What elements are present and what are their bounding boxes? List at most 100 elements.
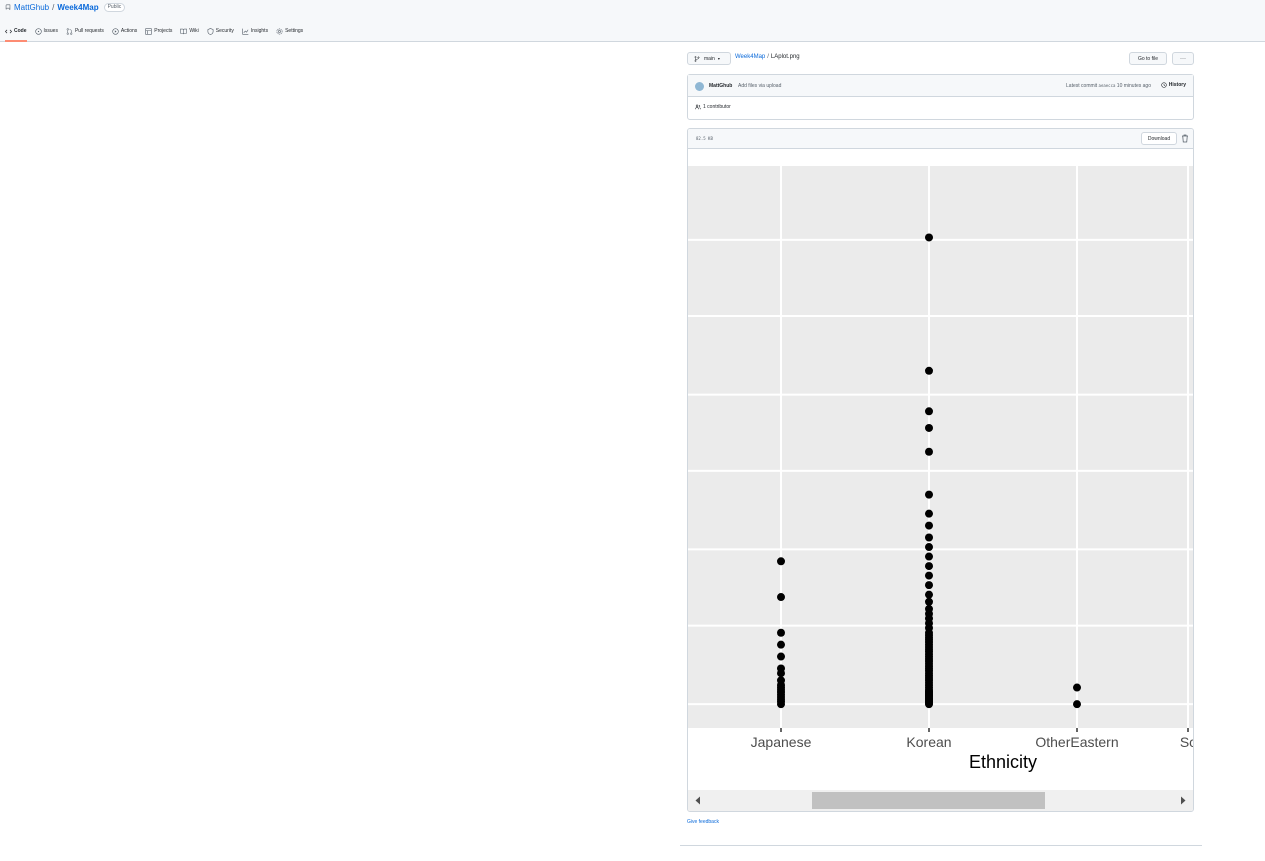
data-point bbox=[777, 652, 785, 661]
kebab-icon: ··· bbox=[1180, 55, 1186, 62]
visibility-badge: Public bbox=[103, 2, 126, 12]
data-point bbox=[925, 490, 933, 499]
data-point bbox=[777, 664, 785, 673]
repo-title: MattGhub / Week4Map Public bbox=[5, 1, 126, 13]
chevron-down-icon: ▾ bbox=[717, 56, 720, 61]
repo-icon bbox=[5, 4, 11, 10]
x-axis-title: Ethnicity bbox=[969, 752, 1037, 772]
tab-label: Settings bbox=[285, 28, 304, 34]
data-point bbox=[1073, 700, 1081, 709]
gear-icon bbox=[276, 28, 283, 35]
tab-label: Security bbox=[215, 28, 234, 34]
history-label: History bbox=[1168, 82, 1186, 88]
data-point bbox=[777, 593, 785, 602]
tab-label: Actions bbox=[120, 28, 138, 34]
tab-wiki[interactable]: Wiki bbox=[180, 26, 199, 42]
repo-owner-link[interactable]: MattGhub bbox=[14, 2, 50, 12]
commit-author-link[interactable]: MattGhub bbox=[709, 83, 733, 89]
branch-name: main bbox=[704, 55, 715, 62]
tab-insights[interactable]: Insights bbox=[242, 26, 268, 42]
tab-label: Issues bbox=[43, 28, 58, 34]
data-point bbox=[925, 509, 933, 518]
repo-tabs: Code Issues Pull requests Actions Projec… bbox=[5, 26, 311, 42]
give-feedback-link[interactable]: Give feedback bbox=[687, 819, 719, 825]
shield-icon bbox=[207, 28, 214, 35]
commit-sha-link[interactable]: aeaecca bbox=[1098, 83, 1116, 88]
data-point bbox=[925, 423, 933, 432]
scrollbar-thumb[interactable] bbox=[812, 792, 1045, 809]
tab-code[interactable]: Code bbox=[5, 26, 27, 42]
data-point bbox=[777, 628, 785, 637]
go-to-file-button[interactable]: Go to file bbox=[1129, 52, 1167, 65]
x-tick-label: Korean bbox=[906, 734, 951, 750]
data-point bbox=[925, 604, 933, 613]
data-point bbox=[925, 533, 933, 542]
data-point bbox=[777, 640, 785, 649]
data-point bbox=[1073, 683, 1081, 692]
file-header: 82.5 KB Download bbox=[688, 129, 1193, 149]
latest-commit-label: Latest commit bbox=[1066, 83, 1098, 89]
download-button[interactable]: Download bbox=[1141, 132, 1177, 145]
tab-security[interactable]: Security bbox=[207, 26, 234, 42]
contributors-link[interactable]: 1 contributor bbox=[695, 104, 731, 110]
footer-divider bbox=[680, 845, 1202, 846]
tab-issues[interactable]: Issues bbox=[34, 26, 58, 42]
horizontal-scrollbar[interactable] bbox=[688, 790, 1193, 811]
book-icon bbox=[180, 28, 188, 35]
repo-name-link[interactable]: Week4Map bbox=[57, 2, 99, 12]
play-icon bbox=[112, 28, 119, 35]
branch-icon bbox=[694, 55, 700, 62]
data-point bbox=[925, 571, 933, 580]
data-point bbox=[925, 597, 933, 606]
data-point bbox=[925, 366, 933, 375]
avatar[interactable] bbox=[695, 82, 704, 91]
tab-label: Wiki bbox=[189, 28, 199, 34]
history-link[interactable]: History bbox=[1161, 82, 1186, 88]
plot-panel bbox=[688, 166, 1193, 728]
scroll-left-arrow-icon[interactable] bbox=[693, 795, 703, 806]
file-size: 82.5 KB bbox=[696, 136, 713, 141]
x-tick-label: Sc bbox=[1180, 734, 1193, 750]
x-tick-label: OtherEastern bbox=[1035, 734, 1118, 750]
commit-meta: Latest commit aeaecca 10 minutes ago bbox=[1066, 83, 1151, 89]
data-point bbox=[925, 581, 933, 590]
commit-row: MattGhub Add files via upload Latest com… bbox=[688, 75, 1193, 97]
repo-header: MattGhub / Week4Map Public Code Issues P… bbox=[0, 0, 1265, 42]
scroll-right-arrow-icon[interactable] bbox=[1178, 795, 1188, 806]
latest-commit-box: MattGhub Add files via upload Latest com… bbox=[687, 74, 1194, 120]
tab-settings[interactable]: Settings bbox=[276, 26, 303, 42]
breadcrumb: Week4Map / LAplot.png bbox=[735, 54, 800, 60]
x-tick-label: Japanese bbox=[751, 734, 812, 750]
contributors-label: 1 contributor bbox=[703, 104, 731, 110]
breadcrumb-file-name: LAplot.png bbox=[770, 54, 800, 60]
data-point bbox=[777, 557, 785, 566]
commit-message-link[interactable]: Add files via upload bbox=[738, 83, 782, 89]
tab-label: Pull requests bbox=[74, 28, 104, 34]
data-point bbox=[925, 447, 933, 456]
data-point bbox=[925, 233, 933, 242]
trash-icon[interactable] bbox=[1181, 134, 1189, 143]
tab-projects[interactable]: Projects bbox=[145, 26, 172, 42]
issue-icon bbox=[34, 28, 42, 35]
code-icon bbox=[5, 28, 12, 35]
tab-actions[interactable]: Actions bbox=[112, 26, 137, 42]
commit-time: 10 minutes ago bbox=[1116, 83, 1151, 89]
more-options-button[interactable]: ··· bbox=[1172, 52, 1194, 65]
people-icon bbox=[695, 104, 701, 110]
tab-label: Insights bbox=[250, 28, 269, 34]
branch-select-button[interactable]: main ▾ bbox=[687, 52, 731, 65]
data-point bbox=[925, 521, 933, 530]
data-point bbox=[925, 590, 933, 599]
pull-request-icon bbox=[66, 28, 73, 35]
breadcrumb-repo-link[interactable]: Week4Map bbox=[735, 54, 766, 60]
data-point bbox=[925, 562, 933, 571]
graph-icon bbox=[242, 28, 249, 35]
data-point bbox=[925, 552, 933, 561]
tab-pull-requests[interactable]: Pull requests bbox=[66, 26, 104, 42]
history-icon bbox=[1161, 82, 1167, 88]
breadcrumb-separator: / bbox=[767, 54, 769, 60]
file-viewer: 82.5 KB Download Japanese Korean OtherEast… bbox=[687, 128, 1194, 812]
tab-label: Code bbox=[14, 28, 27, 34]
table-icon bbox=[145, 28, 152, 35]
repo-separator: / bbox=[52, 2, 55, 12]
